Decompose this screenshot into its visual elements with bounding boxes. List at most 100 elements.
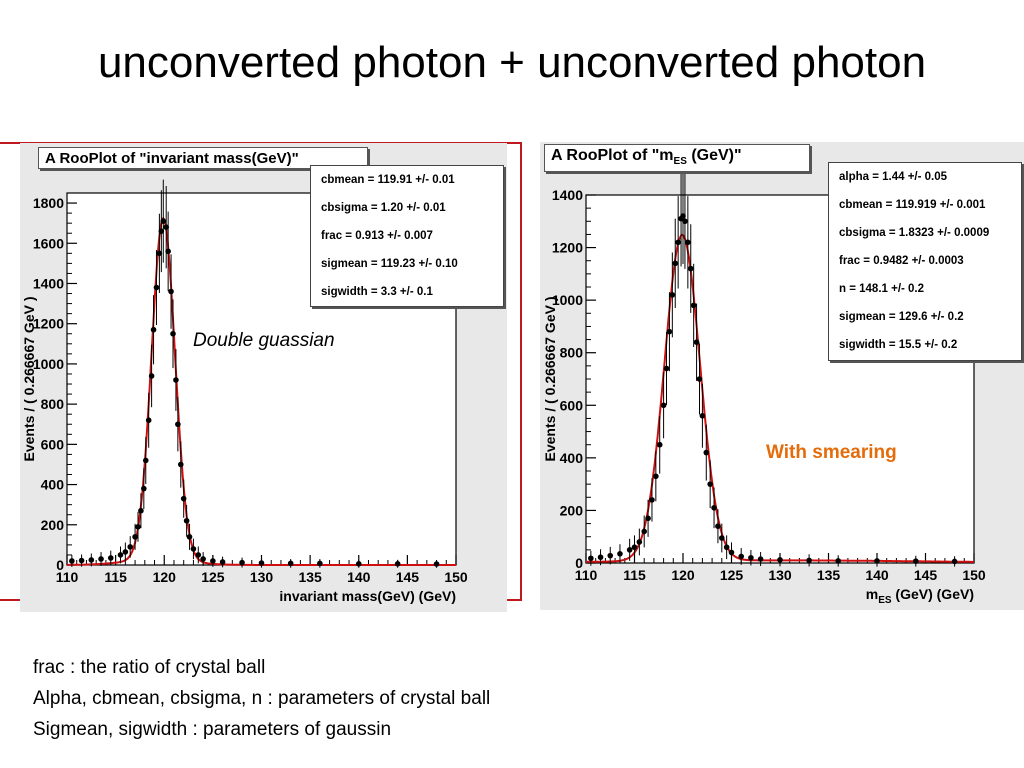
- data-point: [672, 260, 679, 267]
- note-line: frac : the ratio of crystal ball: [33, 657, 266, 678]
- annotation-double-gaussian: Double guassian: [193, 330, 335, 351]
- data-point: [641, 528, 647, 535]
- fit-param: alpha = 1.44 +/- 0.05: [839, 171, 948, 183]
- data-point: [631, 544, 638, 551]
- data-point: [685, 239, 691, 246]
- plot-title-main: A RooPlot of "m: [551, 147, 674, 164]
- data-point: [711, 505, 717, 511]
- data-point: [669, 292, 676, 298]
- x-tick-label: 110: [56, 569, 79, 585]
- slide-notes: frac : the ratio of crystal ball Alpha, …: [33, 652, 490, 745]
- data-point: [690, 302, 697, 309]
- y-tick-label: 800: [560, 345, 584, 361]
- data-point: [607, 552, 614, 559]
- data-point: [707, 481, 713, 487]
- y-tick-label: 200: [41, 517, 65, 533]
- data-point: [687, 265, 694, 272]
- data-point: [617, 551, 623, 557]
- data-point: [158, 228, 165, 235]
- y-tick-label: 600: [560, 397, 584, 413]
- data-point: [951, 558, 958, 565]
- data-point: [675, 239, 681, 246]
- fit-param: frac = 0.9482 +/- 0.0003: [839, 255, 964, 267]
- data-point: [738, 553, 744, 560]
- fit-parameters-box: cbmean = 119.91 +/- 0.01 cbsigma = 1.20 …: [310, 165, 504, 307]
- fit-param: sigmean = 119.23 +/- 0.10: [321, 258, 458, 270]
- data-point: [649, 497, 655, 503]
- y-tick-label: 1800: [33, 195, 64, 211]
- y-tick-label: 400: [41, 477, 65, 493]
- rooplot-panel-mes: 0 200 400 600 800 1000 1200 1400 110 115 120 125 130…: [540, 142, 1024, 610]
- x-tick-label: 130: [250, 569, 274, 585]
- data-point: [806, 557, 812, 564]
- data-point: [156, 250, 163, 257]
- x-tick-label: 145: [914, 567, 938, 583]
- data-point: [153, 284, 160, 291]
- x-tick-label: 120: [671, 567, 695, 583]
- data-point: [150, 326, 157, 333]
- data-point: [913, 558, 919, 564]
- fit-param: cbsigma = 1.8323 +/- 0.0009: [839, 227, 990, 239]
- data-point: [239, 559, 245, 566]
- y-tick-label: 1600: [33, 235, 64, 251]
- rooplot-panel-invariant-mass: 0 200 400 600 800 1000 1200 1400 1600 1800 110 115 1…: [20, 143, 507, 612]
- x-tick-label: 140: [347, 569, 371, 585]
- data-point: [132, 534, 138, 540]
- x-tick-label: 115: [104, 569, 127, 585]
- data-point: [200, 556, 206, 562]
- data-point: [666, 328, 673, 335]
- data-point: [138, 507, 144, 514]
- plot-title: A RooPlot of "mES (GeV)": [544, 144, 810, 172]
- x-tick-label: 125: [720, 567, 744, 583]
- fit-param: sigwidth = 3.3 +/- 0.1: [321, 286, 433, 298]
- y-tick-label: 1400: [552, 187, 583, 203]
- data-point: [183, 517, 190, 524]
- data-point: [177, 461, 184, 468]
- data-point: [680, 213, 686, 219]
- data-point: [355, 560, 362, 567]
- data-point: [190, 546, 197, 552]
- data-point: [757, 556, 764, 562]
- y-tick-label: 1400: [33, 275, 64, 291]
- fit-parameters-box: alpha = 1.44 +/- 0.05 cbmean = 119.919 +…: [828, 162, 1022, 361]
- data-point: [170, 330, 176, 337]
- data-point: [88, 557, 95, 563]
- x-axis-label: invariant mass(GeV) (GeV): [279, 588, 456, 604]
- data-point: [777, 557, 783, 563]
- x-axis-label-subscript: ES: [878, 595, 892, 606]
- plot-title-subscript: ES: [673, 156, 687, 168]
- y-tick-label: 0: [56, 557, 64, 573]
- data-point: [142, 457, 149, 464]
- data-point: [682, 218, 688, 225]
- data-point: [715, 523, 721, 529]
- fit-param: n = 148.1 +/- 0.2: [839, 283, 925, 295]
- fit-param: cbmean = 119.919 +/- 0.001: [839, 199, 986, 211]
- data-point: [180, 495, 187, 502]
- plot-title: A RooPlot of "invariant mass(GeV)": [38, 147, 368, 169]
- data-point: [287, 560, 294, 567]
- data-point: [78, 557, 85, 564]
- plot-title-tail: (GeV)": [686, 147, 742, 164]
- y-tick-label: 200: [560, 502, 584, 518]
- data-point: [173, 377, 179, 383]
- data-point: [656, 441, 663, 448]
- data-point: [175, 421, 181, 428]
- data-point: [696, 376, 703, 382]
- data-point: [663, 365, 670, 372]
- note-line: Sigmean, sigwidth : parameters of gaussi…: [33, 719, 392, 740]
- slide-title: unconverted photon + unconverted photon: [97, 38, 927, 87]
- x-tick-label: 150: [962, 567, 986, 583]
- data-point: [148, 373, 155, 379]
- y-tick-label: 400: [560, 450, 584, 466]
- data-point: [168, 288, 174, 295]
- x-axis-label: mES (GeV) (GeV): [866, 586, 974, 606]
- y-axis-label: Events / ( 0.266667 GeV ): [21, 297, 37, 462]
- x-tick-label: 125: [201, 569, 225, 585]
- fit-param: cbsigma = 1.20 +/- 0.01: [321, 202, 446, 214]
- data-point: [107, 555, 114, 561]
- data-point: [699, 413, 706, 419]
- x-tick-label: 130: [768, 567, 792, 583]
- data-point: [719, 535, 725, 541]
- data-point: [141, 485, 147, 492]
- x-axis-label-tail: (GeV) (GeV): [892, 586, 974, 602]
